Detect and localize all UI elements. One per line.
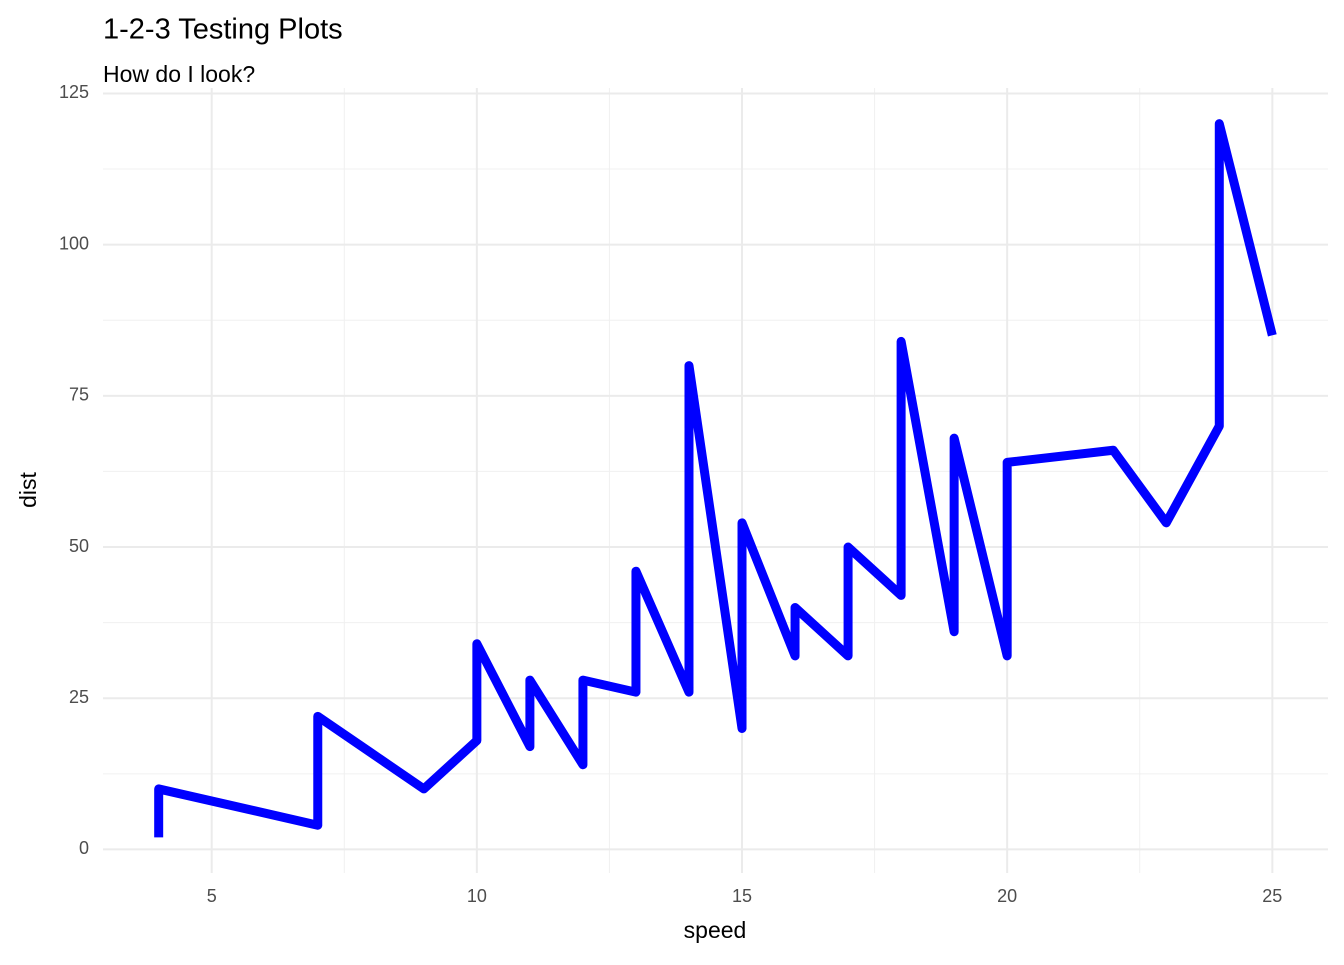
chart-title: 1-2-3 Testing Plots [103, 14, 343, 46]
y-tick-label: 50 [69, 536, 89, 556]
x-tick-label: 15 [732, 886, 752, 906]
y-axis-title: dist [15, 471, 41, 507]
y-tick-label: 125 [59, 82, 89, 102]
x-axis-title: speed [684, 917, 747, 943]
x-tick-label: 25 [1262, 886, 1282, 906]
chart-subtitle: How do I look? [103, 61, 255, 87]
y-tick-label: 100 [59, 233, 89, 253]
y-tick-label: 0 [79, 838, 89, 858]
x-tick-label: 20 [997, 886, 1017, 906]
y-tick-label: 75 [69, 385, 89, 405]
x-tick-label: 5 [207, 886, 217, 906]
y-tick-label: 25 [69, 687, 89, 707]
x-tick-label: 10 [467, 886, 487, 906]
data-line [154, 119, 1277, 838]
